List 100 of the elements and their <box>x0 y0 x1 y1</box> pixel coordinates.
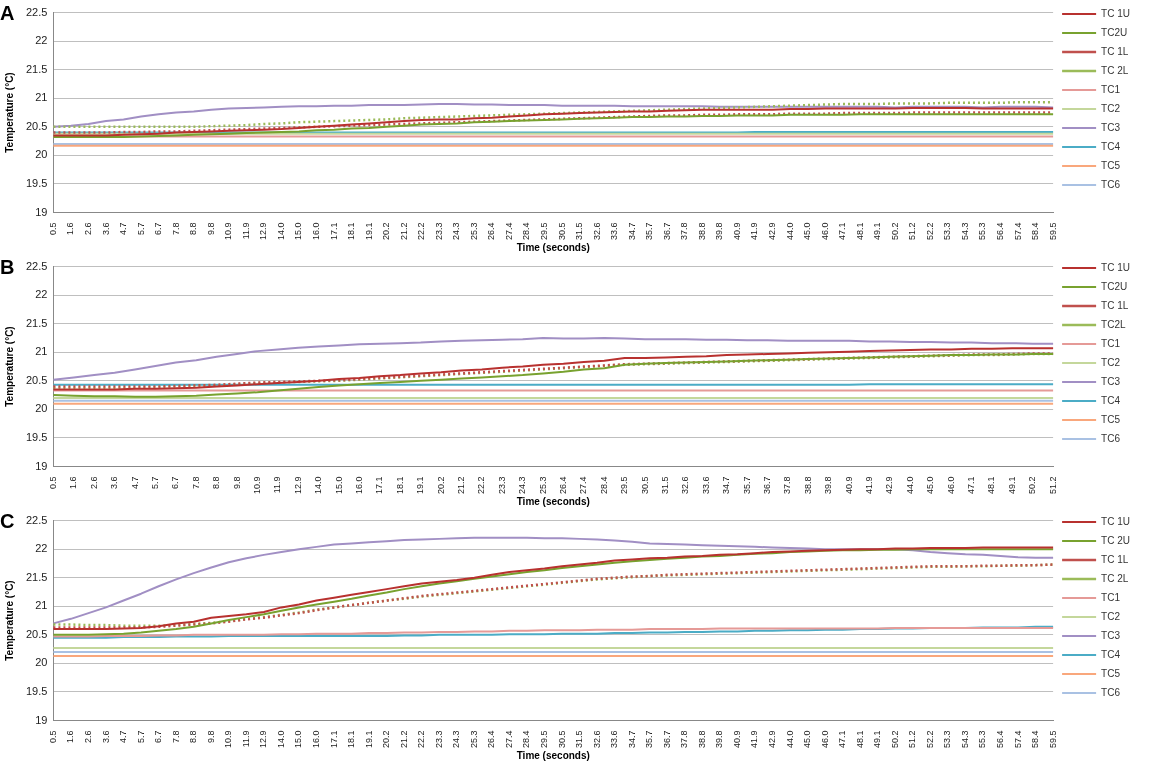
x-tick-label: 42.9 <box>766 222 777 241</box>
y-tick-label: 19.5 <box>25 430 48 443</box>
x-tick-label: 6.7 <box>153 222 164 235</box>
x-tick-label: 58.4 <box>1030 222 1041 241</box>
x-tick-label: 54.3 <box>959 222 970 241</box>
x-tick-label: 19.1 <box>363 730 374 749</box>
y-tick-label: 21.5 <box>25 316 48 329</box>
x-tick-label: 31.5 <box>659 476 670 495</box>
x-tick-label: 10.9 <box>251 476 262 495</box>
x-tick-label: 3.6 <box>109 476 120 489</box>
x-tick-label: 27.4 <box>503 222 514 241</box>
x-tick-label: 36.7 <box>761 476 772 495</box>
legend-label: TC 1U <box>1101 7 1131 19</box>
x-tick-label: 54.3 <box>959 730 970 749</box>
legend-label: TC 1U <box>1101 515 1131 527</box>
x-tick-label: 47.1 <box>965 476 976 495</box>
x-tick-label: 49.1 <box>872 222 883 241</box>
x-tick-label: 18.1 <box>394 476 405 495</box>
y-tick-label: 22.5 <box>25 259 48 272</box>
x-tick-label: 40.9 <box>731 730 742 749</box>
x-tick-label: 30.5 <box>556 730 567 749</box>
y-tick-label: 20 <box>35 656 48 669</box>
x-tick-label: 8.8 <box>188 730 199 743</box>
x-tick-label: 31.5 <box>574 730 585 749</box>
y-tick-label: 21 <box>35 91 48 104</box>
x-tick-label: 30.5 <box>556 222 567 241</box>
legend-label: TC3 <box>1101 121 1121 133</box>
x-tick-label: 35.7 <box>644 222 655 241</box>
legend-label: TC 1U <box>1101 261 1131 273</box>
x-tick-label: 2.6 <box>82 222 93 235</box>
x-tick-label: 17.1 <box>328 730 339 749</box>
x-tick-label: 5.7 <box>149 476 160 489</box>
x-tick-label: 52.2 <box>924 730 935 749</box>
x-tick-label: 8.8 <box>211 476 222 489</box>
x-tick-label: 49.1 <box>872 730 883 749</box>
x-tick-label: 1.6 <box>65 730 76 743</box>
legend-label: TC 2U <box>1101 534 1131 546</box>
x-tick-label: 52.2 <box>924 222 935 241</box>
x-tick-label: 39.8 <box>714 730 725 749</box>
x-tick-label: 1.6 <box>68 476 79 489</box>
x-tick-label: 48.1 <box>986 476 997 495</box>
x-tick-label: 30.5 <box>639 476 650 495</box>
x-tick-label: 14.0 <box>275 730 286 749</box>
x-tick-label: 21.2 <box>398 222 409 241</box>
legend-label: TC4 <box>1101 648 1121 660</box>
x-axis-title: Time (seconds) <box>516 241 590 253</box>
legend-label: TC2 <box>1101 102 1121 114</box>
x-tick-label: 48.1 <box>854 222 865 241</box>
x-tick-label: 58.4 <box>1030 730 1041 749</box>
x-tick-label: 29.5 <box>619 476 630 495</box>
x-tick-label: 55.3 <box>977 222 988 241</box>
x-tick-label: 4.7 <box>118 222 129 235</box>
x-tick-label: 59.5 <box>1047 730 1058 749</box>
legend-label: TC4 <box>1101 140 1121 152</box>
x-tick-label: 4.7 <box>129 476 140 489</box>
x-tick-label: 42.9 <box>766 730 777 749</box>
x-tick-label: 15.0 <box>333 476 344 495</box>
x-tick-label: 12.9 <box>258 730 269 749</box>
y-tick-label: 19 <box>35 713 48 726</box>
x-tick-label: 19.1 <box>415 476 426 495</box>
x-tick-label: 47.1 <box>837 730 848 749</box>
x-tick-label: 50.2 <box>889 730 900 749</box>
x-tick-label: 32.6 <box>680 476 691 495</box>
x-tick-label: 33.6 <box>609 222 620 241</box>
x-tick-label: 44.0 <box>904 476 915 495</box>
legend-label: TC1 <box>1101 337 1121 349</box>
x-tick-label: 35.7 <box>741 476 752 495</box>
x-tick-label: 20.2 <box>381 730 392 749</box>
chart-title: C <box>0 510 15 533</box>
chart-title: B <box>0 256 15 279</box>
x-tick-label: 48.1 <box>854 730 865 749</box>
legend-label: TC5 <box>1101 667 1121 679</box>
legend-label: TC2 <box>1101 356 1121 368</box>
x-tick-label: 26.4 <box>486 222 497 241</box>
x-tick-label: 57.4 <box>1012 222 1023 241</box>
x-tick-label: 2.6 <box>88 476 99 489</box>
x-tick-label: 51.2 <box>907 730 918 749</box>
y-tick-label: 19 <box>35 205 48 218</box>
x-tick-label: 23.3 <box>433 222 444 241</box>
x-tick-label: 36.7 <box>661 730 672 749</box>
x-tick-label: 9.8 <box>205 222 216 235</box>
x-tick-label: 10.9 <box>223 222 234 241</box>
x-tick-label: 2.6 <box>82 730 93 743</box>
x-tick-label: 41.9 <box>749 222 760 241</box>
x-tick-label: 46.0 <box>819 222 830 241</box>
x-tick-label: 15.0 <box>293 222 304 241</box>
x-tick-label: 28.4 <box>521 222 532 241</box>
x-tick-label: 59.5 <box>1047 222 1058 241</box>
x-tick-label: 37.8 <box>679 222 690 241</box>
x-tick-label: 9.8 <box>205 730 216 743</box>
x-tick-label: 32.6 <box>591 222 602 241</box>
x-tick-label: 49.1 <box>1006 476 1017 495</box>
x-tick-label: 28.4 <box>598 476 609 495</box>
y-tick-label: 20.5 <box>25 627 48 640</box>
legend-label: TC6 <box>1101 432 1121 444</box>
x-tick-label: 5.7 <box>135 222 146 235</box>
x-tick-label: 3.6 <box>100 222 111 235</box>
legend-label: TC 1L <box>1101 553 1129 565</box>
x-tick-label: 33.6 <box>609 730 620 749</box>
x-tick-label: 7.8 <box>190 476 201 489</box>
